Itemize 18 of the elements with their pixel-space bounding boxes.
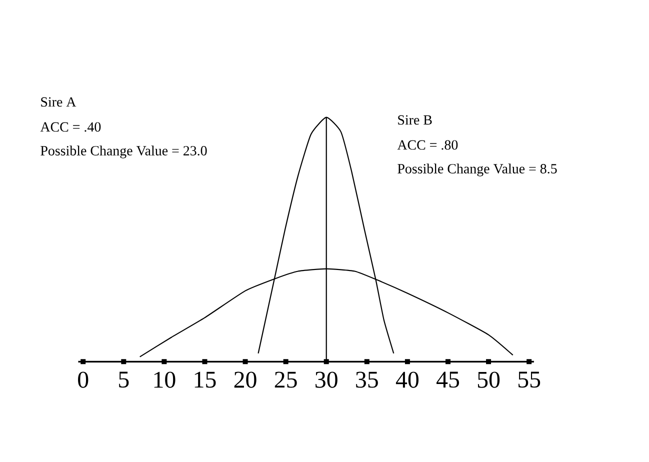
- x-tick-label: 55: [518, 372, 540, 388]
- x-tick-label: 5: [119, 372, 129, 388]
- x-tick-label: 30: [316, 372, 338, 388]
- x-tick-label: 40: [396, 372, 418, 388]
- annotation: Possible Change Value = 23.0: [40, 146, 207, 158]
- annotation: ACC = .40: [40, 122, 101, 132]
- annotation: ACC = .80: [397, 140, 458, 150]
- text: Sire A: [41, 97, 76, 107]
- annotation: Possible Change Value = 8.5: [398, 164, 557, 176]
- x-tick-label: 25: [274, 372, 297, 388]
- x-tick-label: 15: [194, 372, 216, 388]
- x-tick-label: 45: [436, 372, 460, 388]
- annotation: Sire B: [398, 115, 432, 125]
- x-tick-label: 35: [356, 372, 378, 388]
- x-tick-label: 20: [234, 372, 256, 388]
- x-tick-label: 10: [154, 372, 176, 388]
- x-tick-label: 0: [78, 372, 88, 388]
- x-tick-label: 50: [478, 372, 500, 388]
